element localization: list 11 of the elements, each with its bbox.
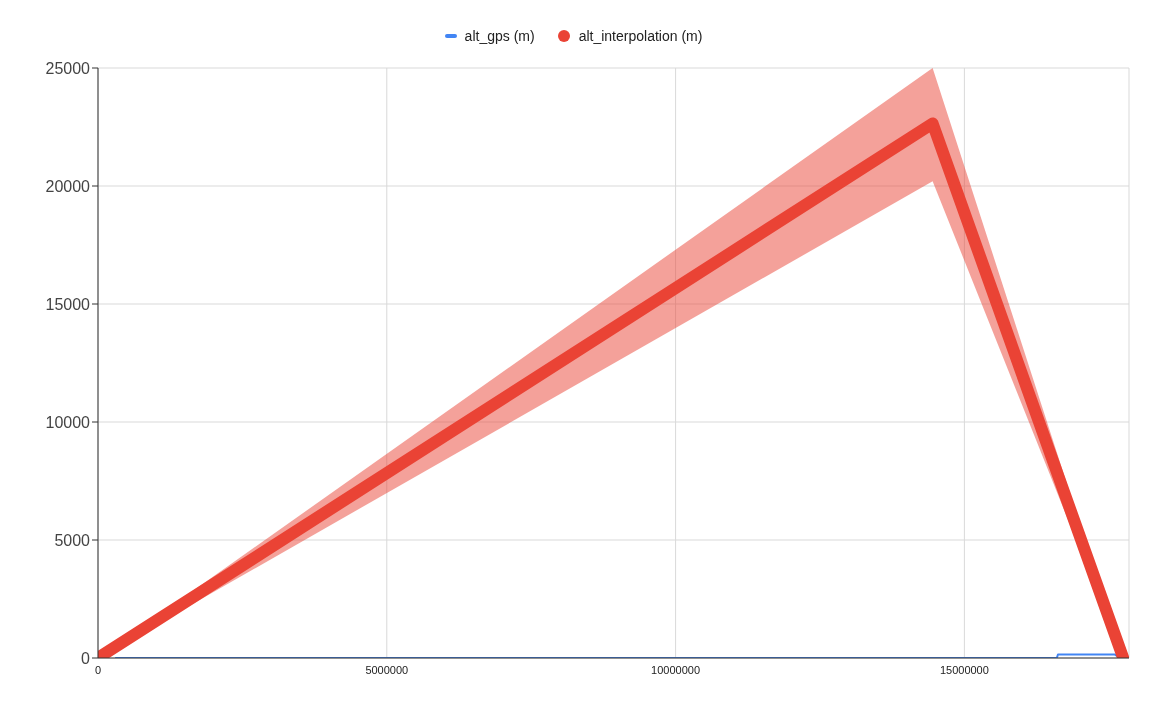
x-tick-label: 15000000	[939, 663, 989, 676]
x-tick-label: 0	[94, 663, 102, 676]
legend-label: alt_interpolation (m)	[578, 28, 703, 44]
legend-label: alt_gps (m)	[464, 28, 535, 44]
y-tick-label: 10000	[45, 413, 91, 431]
x-tick-label: 5000000	[365, 663, 409, 676]
y-tick-label: 25000	[45, 59, 91, 77]
y-tick-label: 20000	[45, 177, 91, 195]
y-tick-label: 15000	[45, 295, 91, 313]
x-tick-label: 10000000	[651, 663, 701, 676]
y-tick-label: 5000	[54, 531, 91, 549]
